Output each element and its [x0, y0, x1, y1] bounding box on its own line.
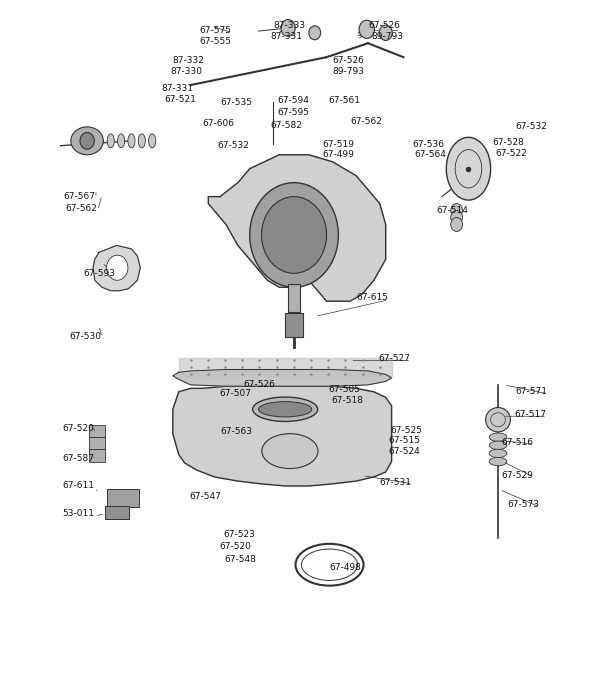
Polygon shape [208, 155, 386, 301]
Ellipse shape [489, 449, 507, 458]
Text: 67-520: 67-520 [219, 542, 251, 551]
Bar [285, 313, 303, 337]
Text: 67-567: 67-567 [64, 192, 96, 201]
Text: 67-531: 67-531 [380, 478, 412, 487]
Text: 67-523: 67-523 [223, 531, 255, 539]
Bar [89, 425, 106, 438]
Ellipse shape [71, 127, 103, 155]
Bar [89, 449, 106, 461]
Polygon shape [93, 246, 140, 290]
Text: 67-530: 67-530 [69, 332, 102, 341]
Text: 67-529: 67-529 [501, 471, 533, 480]
Ellipse shape [252, 397, 318, 421]
Text: 67-562: 67-562 [65, 204, 97, 213]
Text: 67-519: 67-519 [323, 140, 355, 149]
Text: 67-532: 67-532 [516, 122, 548, 132]
Circle shape [379, 25, 392, 41]
Text: 67-571: 67-571 [516, 387, 548, 396]
Text: 67-575: 67-575 [200, 26, 232, 35]
Text: 87-331: 87-331 [270, 32, 302, 41]
Ellipse shape [446, 137, 491, 200]
Text: 67-594: 67-594 [277, 96, 309, 105]
Circle shape [451, 218, 463, 232]
Text: 67-498: 67-498 [330, 563, 361, 572]
Text: 67-505: 67-505 [328, 385, 361, 394]
Ellipse shape [489, 441, 507, 449]
Text: 67-525: 67-525 [390, 426, 422, 435]
Text: 67-526: 67-526 [368, 21, 400, 30]
Text: 67-548: 67-548 [225, 554, 257, 564]
Text: 67-587: 67-587 [62, 454, 94, 463]
Text: 67-547: 67-547 [189, 492, 222, 501]
Text: 67-606: 67-606 [203, 119, 235, 128]
Text: 67-593: 67-593 [83, 269, 115, 278]
Ellipse shape [262, 434, 318, 468]
Text: 67-517: 67-517 [514, 410, 546, 419]
Text: 67-536: 67-536 [412, 140, 444, 149]
Text: 67-615: 67-615 [356, 293, 388, 302]
Text: 67-611: 67-611 [62, 482, 94, 491]
Text: 87-331: 87-331 [161, 84, 193, 93]
Circle shape [80, 132, 94, 149]
Ellipse shape [108, 134, 114, 148]
Bar [105, 506, 128, 519]
Text: 67-522: 67-522 [495, 149, 527, 158]
Text: 67-515: 67-515 [388, 436, 421, 445]
Ellipse shape [486, 407, 510, 432]
Ellipse shape [148, 134, 156, 148]
Text: 67-526: 67-526 [244, 380, 276, 389]
Text: 67-595: 67-595 [277, 108, 309, 118]
Circle shape [359, 20, 374, 38]
Text: 67-514: 67-514 [436, 206, 468, 215]
Text: 67-564: 67-564 [414, 150, 446, 160]
Polygon shape [173, 386, 391, 486]
Text: 67-562: 67-562 [350, 117, 382, 126]
Text: 67-521: 67-521 [164, 94, 196, 104]
Ellipse shape [118, 134, 125, 148]
Text: 89-793: 89-793 [333, 66, 365, 76]
Circle shape [309, 26, 321, 40]
Circle shape [451, 211, 463, 225]
Text: 89-793: 89-793 [371, 32, 403, 41]
Text: 87-330: 87-330 [170, 66, 202, 76]
Text: 67-528: 67-528 [492, 138, 524, 147]
Circle shape [451, 204, 463, 218]
Ellipse shape [489, 433, 507, 441]
Text: 67-526: 67-526 [333, 56, 364, 65]
Bar [107, 489, 139, 507]
Text: 87-332: 87-332 [173, 56, 205, 65]
Circle shape [249, 183, 339, 287]
Ellipse shape [128, 134, 135, 148]
Text: 67-499: 67-499 [323, 150, 354, 160]
Ellipse shape [258, 402, 312, 417]
Text: 87-333: 87-333 [273, 21, 305, 30]
Text: 67-524: 67-524 [388, 447, 421, 456]
Text: 67-535: 67-535 [220, 98, 252, 107]
Text: 67-518: 67-518 [331, 395, 364, 405]
Text: 67-582: 67-582 [270, 121, 302, 130]
Text: 67-516: 67-516 [501, 438, 533, 447]
Text: 67-573: 67-573 [507, 500, 539, 510]
Text: 67-555: 67-555 [200, 36, 232, 46]
Bar [288, 284, 300, 312]
Text: 67-532: 67-532 [217, 141, 249, 150]
Circle shape [107, 256, 128, 280]
Text: 67-527: 67-527 [378, 354, 410, 363]
Text: 67-563: 67-563 [220, 427, 252, 436]
Circle shape [261, 197, 327, 273]
Polygon shape [173, 370, 391, 386]
Ellipse shape [138, 134, 146, 148]
Bar [89, 437, 106, 449]
Text: 67-520: 67-520 [62, 424, 94, 433]
Text: 67-507: 67-507 [219, 389, 251, 398]
Text: 53-011: 53-011 [62, 510, 94, 518]
Text: 67-561: 67-561 [328, 96, 361, 105]
Circle shape [281, 20, 295, 36]
Ellipse shape [489, 457, 507, 466]
